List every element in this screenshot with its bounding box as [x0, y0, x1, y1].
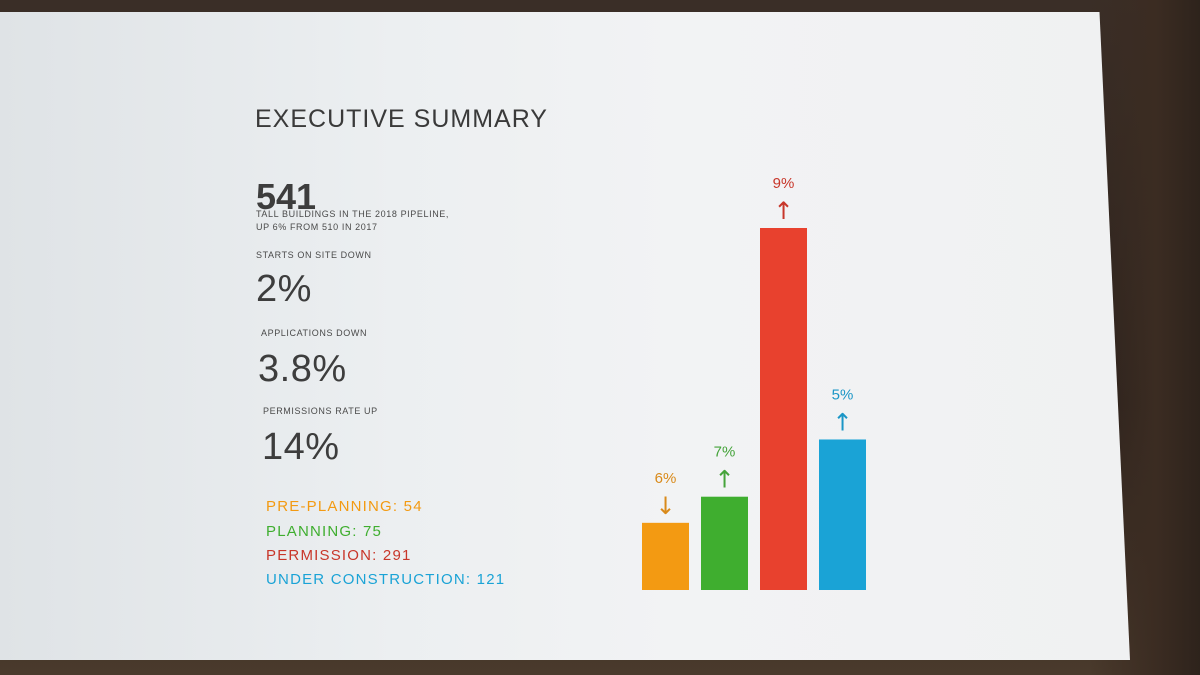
bar-under-construction: [819, 439, 866, 590]
legend-planning: PLANNING: 75: [266, 523, 383, 540]
slide-title: EXECUTIVE SUMMARY: [255, 105, 548, 133]
stat-label-starts: STARTS ON SITE DOWN: [256, 250, 372, 260]
change-label-planning: 7%: [714, 444, 736, 461]
bar-permission: [760, 228, 807, 590]
headline-number: 541: [256, 176, 317, 217]
bar-planning: [701, 496, 748, 590]
up-arrow-icon-under-construction: ↑: [832, 408, 852, 436]
pipeline-bar-chart: ↓ 6% ↑ 7% ↑ 9% ↑ 5%: [642, 175, 866, 590]
change-label-under-construction: 5%: [832, 386, 854, 403]
legend-permission: PERMISSION: 291: [266, 547, 412, 564]
legend-pre-planning: PRE-PLANNING: 54: [266, 498, 423, 515]
bar-pre-planning: [642, 522, 689, 590]
change-label-permission: 9%: [773, 175, 795, 192]
up-arrow-icon-permission: ↑: [773, 197, 793, 225]
stat-label-applications: APPLICATIONS DOWN: [261, 328, 368, 338]
stat-value-starts: 2%: [256, 268, 312, 310]
up-arrow-icon-planning: ↑: [714, 466, 734, 494]
stat-value-permissions-rate: 14%: [262, 426, 340, 468]
headline-caption-line-1: TALL BUILDINGS IN THE 2018 PIPELINE,: [256, 209, 449, 219]
stat-value-applications: 3.8%: [258, 348, 347, 390]
headline-caption-line-2: UP 6% FROM 510 IN 2017: [256, 222, 378, 232]
change-label-pre-planning: 6%: [655, 470, 677, 487]
down-arrow-icon-pre-planning: ↓: [655, 492, 675, 520]
stat-label-permissions-rate: PERMISSIONS RATE UP: [263, 406, 378, 416]
legend-under-construction: UNDER CONSTRUCTION: 121: [266, 571, 506, 588]
projected-slide: EXECUTIVE SUMMARY 541 TALL BUILDINGS IN …: [0, 12, 1130, 660]
